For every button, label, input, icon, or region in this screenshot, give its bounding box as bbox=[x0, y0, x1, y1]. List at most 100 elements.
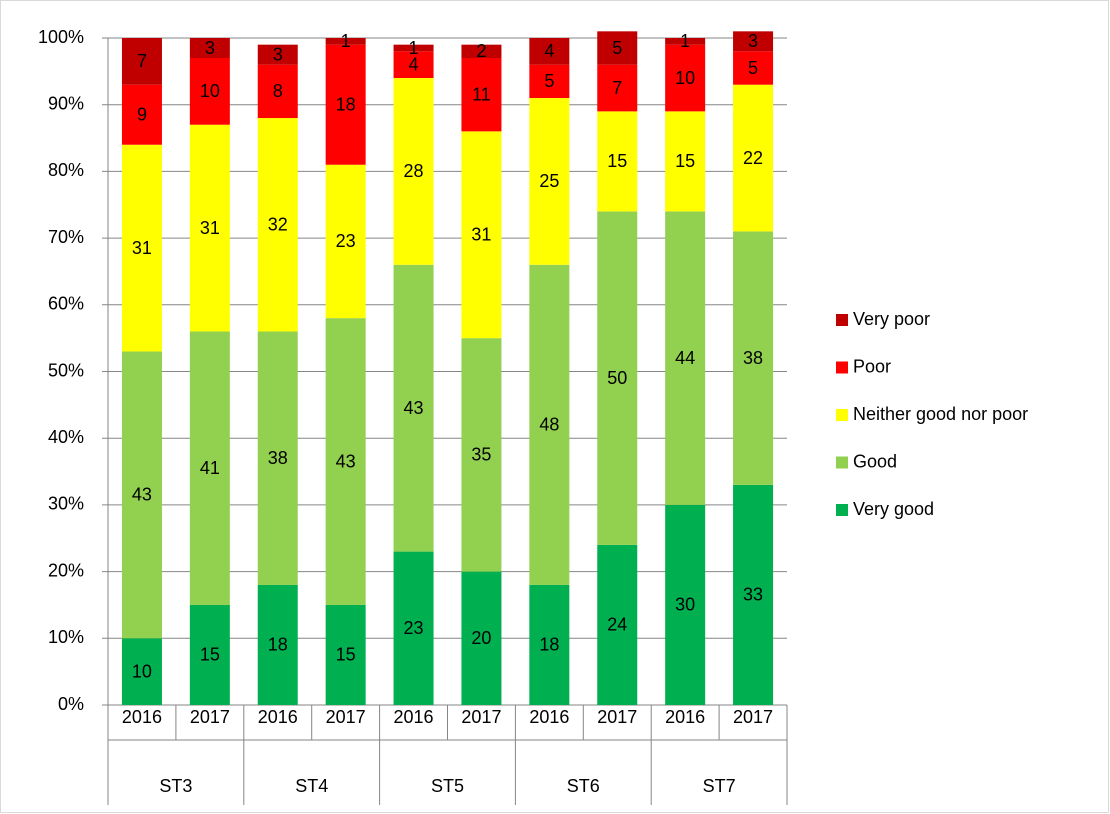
data-label: 32 bbox=[268, 215, 288, 235]
data-label: 25 bbox=[539, 171, 559, 191]
bar-segment bbox=[597, 211, 638, 545]
bar-segment bbox=[597, 544, 638, 705]
x-tick-label: 2017 bbox=[190, 707, 230, 727]
bar-segment bbox=[325, 604, 366, 705]
y-tick-label: 10% bbox=[48, 627, 84, 647]
bar-segment bbox=[393, 551, 434, 705]
data-label: 5 bbox=[544, 71, 554, 91]
bar-segment bbox=[325, 164, 366, 319]
data-label: 3 bbox=[273, 44, 283, 64]
bar-segment bbox=[325, 44, 366, 165]
data-label: 15 bbox=[336, 645, 356, 665]
y-tick-label: 100% bbox=[38, 27, 84, 47]
data-label: 44 bbox=[675, 348, 695, 368]
x-tick-label: 2017 bbox=[733, 707, 773, 727]
bar-segment bbox=[529, 264, 570, 585]
data-label: 4 bbox=[409, 54, 419, 74]
bar-segment bbox=[461, 338, 502, 572]
data-label: 38 bbox=[268, 448, 288, 468]
data-label: 11 bbox=[472, 84, 491, 104]
data-label: 15 bbox=[200, 645, 220, 665]
data-label: 5 bbox=[612, 38, 622, 58]
data-label: 15 bbox=[675, 151, 695, 171]
bar-segment bbox=[733, 31, 774, 52]
bar-segment bbox=[733, 231, 774, 485]
data-label: 50 bbox=[607, 368, 627, 388]
bar-segment bbox=[121, 351, 162, 639]
data-label: 15 bbox=[607, 151, 627, 171]
bar-segment bbox=[325, 318, 366, 605]
bar-segment bbox=[529, 64, 570, 99]
bar-segment bbox=[257, 44, 298, 65]
y-tick-label: 90% bbox=[48, 93, 84, 113]
legend-label: Very good bbox=[853, 499, 934, 519]
data-label: 43 bbox=[132, 485, 152, 505]
legend-swatch bbox=[836, 314, 848, 326]
y-tick-label: 60% bbox=[48, 294, 84, 314]
bar-segment bbox=[529, 584, 570, 705]
bar-segment bbox=[733, 84, 774, 232]
data-label: 3 bbox=[205, 38, 215, 58]
data-label: 31 bbox=[471, 225, 491, 245]
bar-segment bbox=[257, 331, 298, 585]
bar-segment bbox=[461, 58, 502, 132]
bar-segment bbox=[121, 84, 162, 145]
data-label: 20 bbox=[471, 628, 491, 648]
data-label: 10 bbox=[132, 661, 152, 681]
data-label: 7 bbox=[612, 78, 622, 98]
x-tick-label: 2016 bbox=[665, 707, 705, 727]
bar-segment bbox=[733, 51, 774, 85]
y-tick-label: 40% bbox=[48, 427, 84, 447]
bar-segment bbox=[529, 98, 570, 265]
bar-segment bbox=[189, 124, 230, 332]
data-label: 3 bbox=[748, 31, 758, 51]
group-label: ST4 bbox=[295, 776, 328, 796]
bar-segment bbox=[597, 31, 638, 65]
legend-swatch bbox=[836, 456, 848, 469]
data-label: 31 bbox=[132, 238, 152, 258]
data-label: 28 bbox=[404, 161, 424, 181]
data-label: 10 bbox=[200, 81, 220, 101]
bar-segment bbox=[325, 38, 366, 45]
bar-segment bbox=[529, 38, 570, 65]
bar-segment bbox=[121, 144, 162, 352]
x-tick-label: 2016 bbox=[122, 707, 162, 727]
data-label: 7 bbox=[137, 51, 147, 71]
data-label: 9 bbox=[137, 104, 147, 124]
group-label: ST7 bbox=[703, 776, 736, 796]
data-label: 5 bbox=[748, 58, 758, 78]
legend-label: Neither good nor poor bbox=[853, 404, 1028, 424]
bar-segment bbox=[393, 264, 434, 552]
x-tick-label: 2017 bbox=[461, 707, 501, 727]
bar-segment bbox=[189, 38, 230, 59]
x-tick-label: 2016 bbox=[529, 707, 569, 727]
bar-segment bbox=[121, 638, 162, 705]
x-tick-label: 2016 bbox=[258, 707, 298, 727]
data-label: 43 bbox=[336, 451, 356, 471]
bar-segment bbox=[461, 44, 502, 59]
data-label: 30 bbox=[675, 595, 695, 615]
data-label: 18 bbox=[336, 94, 356, 114]
bar-segment bbox=[393, 78, 434, 265]
bar-segment bbox=[665, 111, 706, 212]
data-label: 8 bbox=[273, 81, 283, 101]
bar-segment bbox=[597, 64, 638, 112]
bar-segment bbox=[393, 44, 434, 52]
data-label: 33 bbox=[743, 585, 763, 605]
legend-label: Good bbox=[853, 451, 897, 471]
y-tick-label: 50% bbox=[48, 360, 84, 380]
group-label: ST6 bbox=[567, 776, 600, 796]
bar-segment bbox=[461, 571, 502, 705]
data-label: 31 bbox=[200, 218, 220, 238]
bar-segment bbox=[189, 331, 230, 605]
bar-segment bbox=[665, 211, 706, 505]
data-label: 18 bbox=[539, 635, 559, 655]
y-tick-label: 70% bbox=[48, 227, 84, 247]
data-label: 41 bbox=[200, 458, 220, 478]
legend-label: Poor bbox=[853, 356, 891, 376]
data-label: 1 bbox=[341, 31, 351, 51]
bar-segment bbox=[461, 131, 502, 339]
data-label: 4 bbox=[544, 41, 554, 61]
